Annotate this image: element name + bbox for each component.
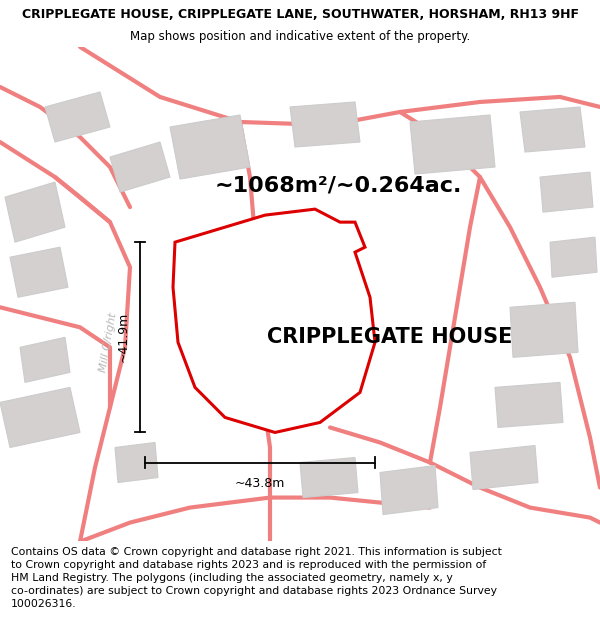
Polygon shape bbox=[380, 466, 438, 514]
Text: Contains OS data © Crown copyright and database right 2021. This information is : Contains OS data © Crown copyright and d… bbox=[11, 546, 502, 609]
Polygon shape bbox=[45, 92, 110, 142]
Polygon shape bbox=[520, 107, 585, 152]
Polygon shape bbox=[540, 172, 593, 212]
Polygon shape bbox=[510, 302, 578, 358]
Polygon shape bbox=[290, 102, 360, 147]
Polygon shape bbox=[550, 237, 597, 278]
Text: Map shows position and indicative extent of the property.: Map shows position and indicative extent… bbox=[130, 30, 470, 43]
Polygon shape bbox=[5, 182, 65, 242]
Polygon shape bbox=[495, 382, 563, 428]
Polygon shape bbox=[410, 115, 495, 174]
Polygon shape bbox=[10, 247, 68, 298]
Polygon shape bbox=[20, 338, 70, 382]
Text: CRIPPLEGATE HOUSE, CRIPPLEGATE LANE, SOUTHWATER, HORSHAM, RH13 9HF: CRIPPLEGATE HOUSE, CRIPPLEGATE LANE, SOU… bbox=[22, 9, 578, 21]
Polygon shape bbox=[0, 388, 80, 448]
Text: CRIPPLEGATE HOUSE: CRIPPLEGATE HOUSE bbox=[268, 328, 512, 348]
Text: ~1068m²/~0.264ac.: ~1068m²/~0.264ac. bbox=[215, 175, 463, 195]
Text: ~41.9m: ~41.9m bbox=[117, 312, 130, 362]
Polygon shape bbox=[218, 242, 360, 419]
Polygon shape bbox=[170, 115, 250, 179]
Polygon shape bbox=[470, 446, 538, 489]
Polygon shape bbox=[173, 209, 375, 432]
Polygon shape bbox=[300, 458, 358, 498]
Text: ~43.8m: ~43.8m bbox=[235, 476, 285, 489]
Polygon shape bbox=[115, 442, 158, 483]
Polygon shape bbox=[110, 142, 170, 192]
Text: Mill C/right: Mill C/right bbox=[98, 312, 118, 373]
